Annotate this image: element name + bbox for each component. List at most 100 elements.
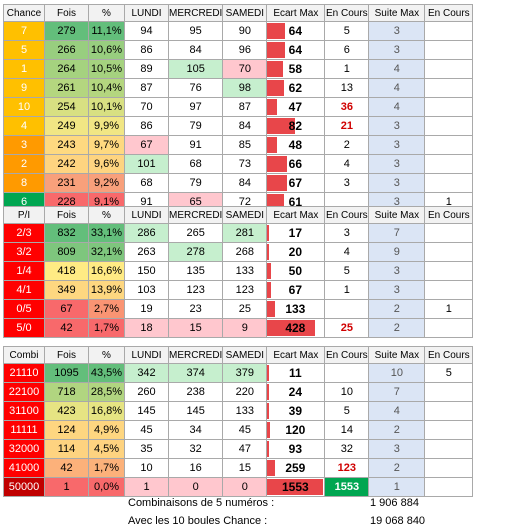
column-header: En Cours [324,346,370,364]
table-row: 22100 718 28,5% 260 238 220 24 10 7 [3,382,474,402]
max-streak-cell: 3 [368,135,426,155]
current-streak-cell [424,59,474,79]
saturday-cell: 73 [222,154,268,174]
wednesday-cell: 278 [167,242,224,262]
table-row: 1 264 10,5% 89 105 70 58 1 4 [3,59,474,79]
max-gap-cell: 50 [266,261,326,281]
table-row: 5/0 42 1,7% 18 15 9 428 25 2 [3,318,474,338]
max-gap-value: 67 [288,176,303,190]
percent-cell: 10,4% [88,78,125,98]
monday-cell: 150 [124,261,169,281]
row-key: 21110 [3,363,45,383]
column-header: Chance [3,4,45,22]
max-gap-value: 120 [285,423,306,437]
max-gap-cell: 120 [266,420,326,440]
table-row: 3/2 809 32,1% 263 278 268 20 4 9 [3,242,474,262]
wednesday-cell: 145 [167,401,224,421]
times-cell: 254 [44,97,89,117]
wednesday-cell: 16 [167,458,224,478]
monday-cell: 263 [124,242,169,262]
wednesday-cell: 84 [167,40,224,60]
current-gap-cell: 1 [324,280,370,300]
max-gap-bar [267,479,324,495]
column-header: Combi [3,346,45,364]
max-gap-value: 58 [288,62,303,76]
max-gap-value: 259 [285,461,306,475]
current-streak-cell [424,420,474,440]
max-gap-value: 67 [288,283,303,297]
chance-combinations-value: 19 068 840 [370,515,426,527]
percent-cell: 9,6% [88,154,125,174]
percent-cell: 9,7% [88,135,125,155]
max-gap-cell: 66 [266,154,326,174]
saturday-cell: 47 [222,439,268,459]
saturday-cell: 123 [222,280,268,300]
times-cell: 809 [44,242,89,262]
times-cell: 261 [44,78,89,98]
percent-cell: 11,1% [88,21,125,41]
max-gap-value: 64 [288,43,303,57]
max-gap-cell: 24 [266,382,326,402]
max-gap-bar [267,422,271,438]
table-row: 2 242 9,6% 101 68 73 66 4 3 [3,154,474,174]
table-row: 7 279 11,1% 94 95 90 64 5 3 [3,21,474,41]
current-streak-cell [424,154,474,174]
max-gap-value: 64 [288,24,303,38]
table-row: 10 254 10,1% 70 97 87 47 36 4 [3,97,474,117]
row-key: 4/1 [3,280,45,300]
max-gap-bar [267,42,286,58]
max-gap-cell: 20 [266,242,326,262]
percent-cell: 28,5% [88,382,125,402]
wednesday-cell: 97 [167,97,224,117]
max-gap-cell: 82 [266,116,326,136]
row-key: 2/3 [3,223,45,243]
row-key: 22100 [3,382,45,402]
wednesday-cell: 95 [167,21,224,41]
max-gap-cell: 64 [266,40,326,60]
times-cell: 42 [44,318,89,338]
monday-cell: 1 [124,477,169,497]
max-gap-value: 47 [288,100,303,114]
column-header: SAMEDI [222,4,268,22]
current-streak-cell [424,382,474,402]
monday-cell: 103 [124,280,169,300]
column-header: % [88,4,125,22]
row-key: 4 [3,116,45,136]
max-gap-value: 17 [288,226,303,240]
max-gap-cell: 39 [266,401,326,421]
max-streak-cell: 3 [368,154,426,174]
table-row: 8 231 9,2% 68 79 84 67 3 3 [3,173,474,193]
max-gap-cell: 259 [266,458,326,478]
saturday-cell: 133 [222,261,268,281]
max-gap-cell: 93 [266,439,326,459]
current-streak-cell [424,78,474,98]
max-gap-bar [267,244,270,260]
column-header: LUNDI [124,346,169,364]
max-gap-bar [267,156,288,172]
saturday-cell: 90 [222,21,268,41]
percent-cell: 0,0% [88,477,125,497]
table-row: 11111 124 4,9% 45 34 45 120 14 2 [3,420,474,440]
max-gap-bar [267,460,276,476]
saturday-cell: 25 [222,299,268,319]
row-key: 8 [3,173,45,193]
parity-stats-table: P/I Fois% LUNDI MERCREDI SAMEDI Ecart Max En C… [3,206,474,338]
row-key: 2 [3,154,45,174]
row-key: 31100 [3,401,45,421]
max-gap-bar [267,403,270,419]
row-key: 0/5 [3,299,45,319]
current-gap-cell: 13 [324,78,370,98]
table-row: 32000 114 4,5% 35 32 47 93 32 3 [3,439,474,459]
current-streak-cell [424,40,474,60]
max-streak-cell: 3 [368,173,426,193]
table-row: 41000 42 1,7% 10 16 15 259 123 2 [3,458,474,478]
wednesday-cell: 68 [167,154,224,174]
table-row: 50000 1 0,0% 1 0 0 1553 1553 1 [3,477,474,497]
max-gap-cell: 133 [266,299,326,319]
percent-cell: 9,2% [88,173,125,193]
monday-cell: 45 [124,420,169,440]
saturday-cell: 268 [222,242,268,262]
row-key: 32000 [3,439,45,459]
saturday-cell: 70 [222,59,268,79]
monday-cell: 286 [124,223,169,243]
